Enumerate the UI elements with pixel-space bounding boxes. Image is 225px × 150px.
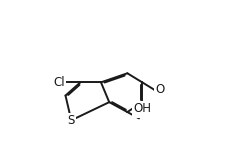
Text: S: S (67, 114, 75, 127)
Text: O: O (154, 83, 164, 96)
Text: OH: OH (133, 102, 151, 115)
Text: Br: Br (132, 105, 145, 118)
Text: Cl: Cl (54, 76, 65, 89)
